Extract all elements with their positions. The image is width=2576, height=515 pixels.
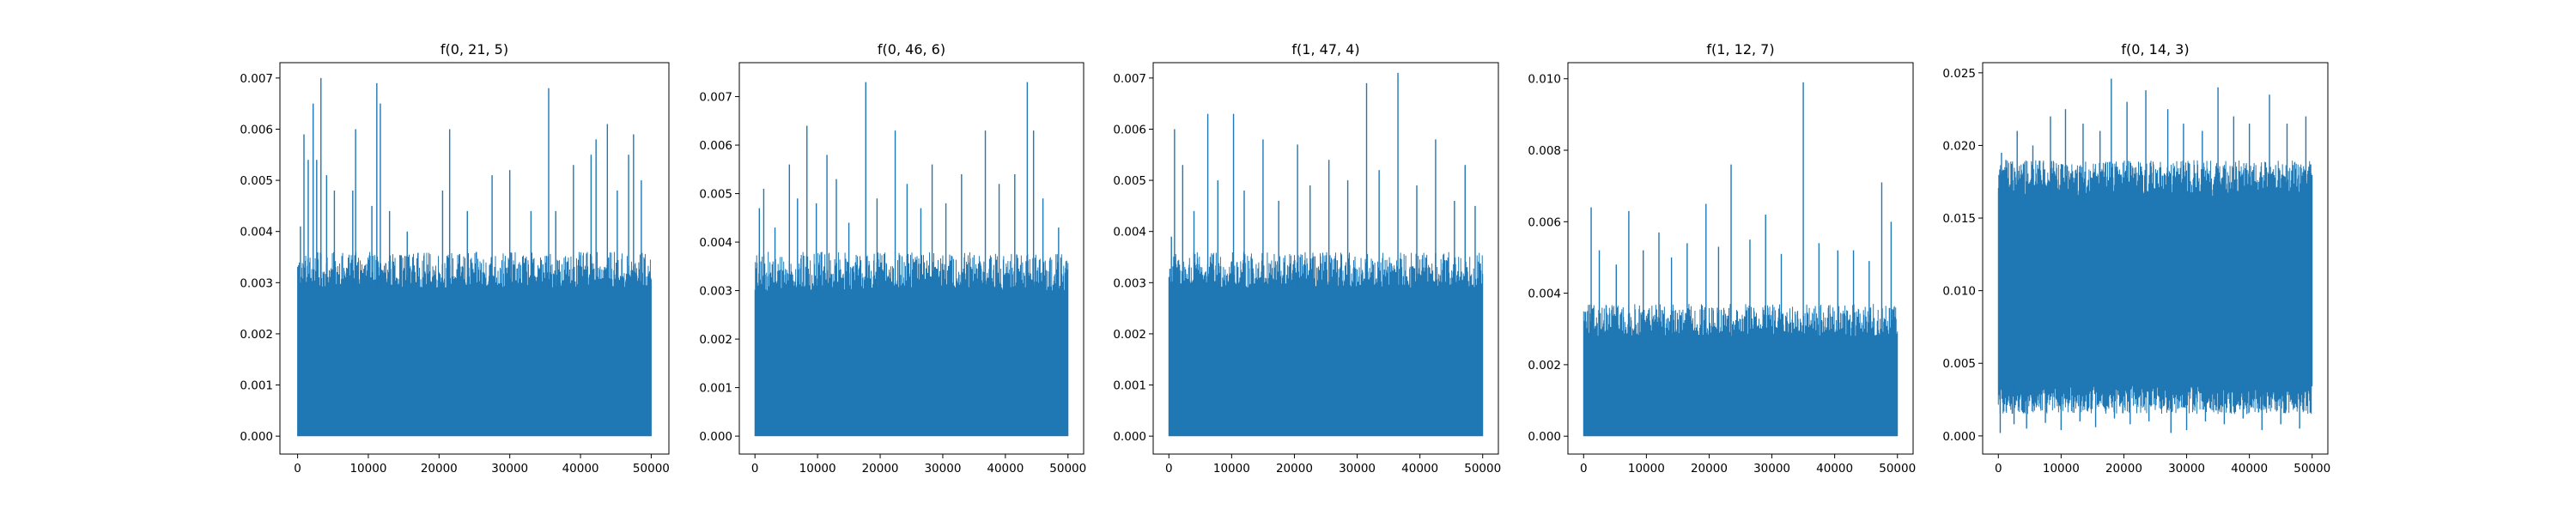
subplot-4: f(1, 12, 7) 0 10000 20000 30000 40000 50000 0.…	[1528, 41, 1916, 476]
series-noise	[1583, 304, 1899, 437]
subplot-2-series	[754, 82, 1069, 437]
x-tick-label: 0	[751, 462, 759, 476]
y-tick-label: 0.000	[1942, 430, 1976, 444]
y-tick-label: 0.004	[1528, 288, 1561, 301]
y-tick-label: 0.004	[240, 226, 273, 239]
subplot-5: f(0, 14, 3) 0 10000 20000 30000 40000 50000 0.…	[1942, 41, 2330, 476]
y-tick-label: 0.020	[1942, 139, 1976, 153]
x-tick-label: 10000	[349, 462, 386, 476]
x-tick-label: 50000	[2293, 462, 2330, 476]
series-noise	[1997, 160, 2313, 415]
y-tick-label: 0.004	[1113, 226, 1146, 239]
y-tick-label: 0.004	[699, 236, 732, 250]
x-tick-label: 50000	[1464, 462, 1501, 476]
subplot-4-series	[1583, 82, 1899, 437]
subplot-5-axes-frame	[1982, 62, 2329, 455]
subplot-2: f(0, 46, 6) 0 10000 20000 30000 40000 50000 0.…	[699, 41, 1086, 476]
y-tick-label: 0.010	[1528, 73, 1561, 87]
series-noise	[754, 251, 1069, 437]
y-tick-label: 0.000	[699, 430, 732, 444]
subplot-1-series	[297, 77, 652, 437]
x-tick-label: 50000	[1049, 462, 1086, 476]
x-tick-label: 10000	[799, 462, 836, 476]
y-tick-label: 0.001	[699, 382, 732, 396]
x-tick-label: 40000	[1816, 462, 1853, 476]
y-tick-label: 0.025	[1942, 67, 1976, 81]
x-tick-label: 30000	[1339, 462, 1376, 476]
series-noise	[1168, 251, 1484, 437]
y-tick-label: 0.000	[240, 430, 273, 444]
x-tick-label: 30000	[1753, 462, 1790, 476]
x-tick-label: 10000	[1213, 462, 1250, 476]
x-tick-label: 0	[1995, 462, 2002, 476]
x-tick-label: 0	[294, 462, 301, 476]
x-tick-label: 50000	[633, 462, 670, 476]
y-tick-label: 0.003	[1113, 276, 1146, 290]
subplot-1-axes-frame	[279, 62, 670, 455]
x-tick-label: 20000	[862, 462, 899, 476]
y-tick-label: 0.006	[1528, 215, 1561, 229]
y-tick-label: 0.006	[240, 123, 273, 136]
subplot-3-title: f(1, 47, 4)	[1291, 41, 1359, 58]
y-tick-label: 0.005	[1942, 357, 1976, 371]
x-tick-label: 40000	[562, 462, 599, 476]
y-tick-label: 0.001	[240, 379, 273, 393]
y-tick-label: 0.008	[1528, 144, 1561, 158]
subplot-4-plot-area: 0 10000 20000 30000 40000 50000 0.000 0.002 0.00…	[1528, 62, 1916, 476]
y-tick-label: 0.010	[1942, 285, 1976, 299]
subplot-1: f(0, 21, 5) 0 10000 20000 30000 40000 50000 0.…	[240, 41, 670, 476]
subplot-3-plot-area: 0 10000 20000 30000 40000 50000 0.000 0.001 0.00…	[1113, 62, 1501, 476]
y-tick-label: 0.003	[240, 276, 273, 290]
x-tick-label: 0	[1580, 462, 1588, 476]
subplot-1-title: f(0, 21, 5)	[440, 41, 508, 58]
x-tick-label: 0	[1165, 462, 1173, 476]
series-noise	[297, 251, 652, 437]
subplot-3-series	[1168, 72, 1484, 437]
x-tick-label: 30000	[924, 462, 961, 476]
y-tick-label: 0.003	[699, 285, 732, 299]
x-tick-label: 30000	[2168, 462, 2205, 476]
subplot-2-plot-area: 0 10000 20000 30000 40000 50000 0.000 0.001 0.00…	[699, 62, 1086, 476]
y-tick-label: 0.005	[240, 174, 273, 188]
x-tick-label: 20000	[421, 462, 458, 476]
y-tick-label: 0.006	[1113, 123, 1146, 136]
y-tick-label: 0.001	[1113, 379, 1146, 393]
y-tick-label: 0.007	[1113, 72, 1146, 86]
y-tick-label: 0.005	[1113, 174, 1146, 188]
y-tick-label: 0.007	[699, 91, 732, 105]
y-tick-label: 0.002	[1528, 359, 1561, 373]
subplot-3-axes-frame	[1152, 62, 1499, 455]
subplot-2-title: f(0, 46, 6)	[878, 41, 945, 58]
x-tick-label: 30000	[491, 462, 528, 476]
y-tick-label: 0.006	[699, 139, 732, 153]
x-tick-label: 40000	[1401, 462, 1438, 476]
x-tick-label: 10000	[1628, 462, 1665, 476]
y-tick-label: 0.015	[1942, 212, 1976, 226]
y-tick-label: 0.000	[1528, 430, 1561, 444]
y-tick-label: 0.002	[699, 333, 732, 347]
subplot-2-axes-frame	[738, 62, 1084, 455]
subplot-3: f(1, 47, 4) 0 10000 20000 30000 40000 50000 0.…	[1113, 41, 1501, 476]
y-tick-label: 0.002	[240, 328, 273, 342]
y-tick-label: 0.007	[240, 72, 273, 86]
x-tick-label: 20000	[1691, 462, 1728, 476]
subplot-5-title: f(0, 14, 3)	[2121, 41, 2189, 58]
subplot-5-series	[1997, 78, 2313, 433]
y-tick-label: 0.002	[1113, 328, 1146, 342]
subplot-5-plot-area: 0 10000 20000 30000 40000 50000 0.000 0.005 0.01…	[1942, 62, 2330, 476]
subplot-4-title: f(1, 12, 7)	[1706, 41, 1774, 58]
x-tick-label: 40000	[2231, 462, 2268, 476]
x-tick-label: 50000	[1879, 462, 1916, 476]
x-tick-label: 20000	[1276, 462, 1313, 476]
x-tick-label: 10000	[2043, 462, 2080, 476]
x-tick-label: 40000	[987, 462, 1024, 476]
y-tick-label: 0.005	[699, 188, 732, 202]
subplot-1-plot-area: 0 10000 20000 30000 40000 50000 0.000 0.001 0.00…	[240, 62, 670, 476]
y-tick-label: 0.000	[1113, 430, 1146, 444]
subplot-4-axes-frame	[1567, 62, 1914, 455]
x-tick-label: 20000	[2105, 462, 2142, 476]
